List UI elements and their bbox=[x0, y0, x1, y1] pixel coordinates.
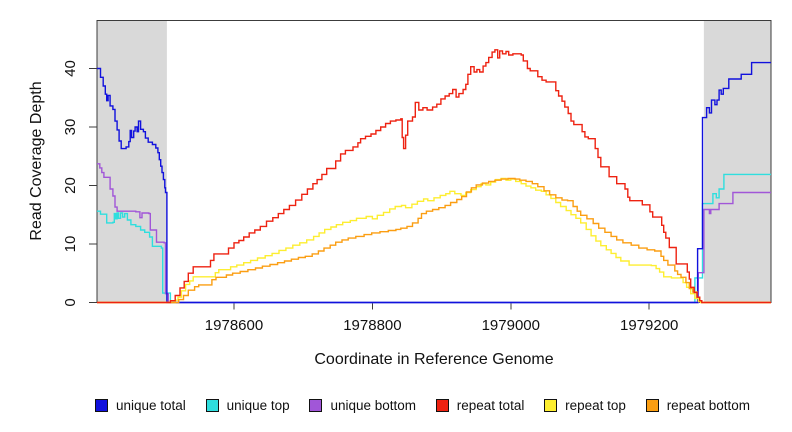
series-line-repeat-bottom bbox=[97, 177, 771, 304]
x-axis-title: Coordinate in Reference Genome bbox=[314, 351, 554, 368]
legend-label-unique-total: unique total bbox=[116, 397, 186, 413]
y-tick-label: 40 bbox=[62, 60, 79, 77]
legend-item-unique-bottom: unique bottom bbox=[309, 398, 416, 413]
y-tick-label: 0 bbox=[62, 298, 79, 306]
legend-label-repeat-top: repeat top bbox=[565, 397, 626, 413]
legend-item-repeat-total: repeat total bbox=[435, 397, 525, 413]
y-axis-title: Read Coverage Depth bbox=[28, 81, 45, 241]
shaded-region bbox=[703, 20, 771, 303]
series-line-unique-total bbox=[97, 61, 771, 304]
legend-swatch-unique-bottom bbox=[309, 398, 323, 412]
shaded-region bbox=[97, 20, 167, 303]
legend-label-repeat-total: repeat total bbox=[456, 397, 525, 413]
legend-swatch-repeat-top bbox=[544, 398, 558, 412]
x-tick-label: 1979000 bbox=[482, 317, 540, 334]
legend-swatch-unique-top bbox=[205, 398, 219, 412]
x-tick-label: 1978600 bbox=[205, 317, 263, 334]
legend: unique total unique top unique bottom repea… bbox=[95, 393, 750, 417]
legend-swatch-unique-total bbox=[95, 398, 108, 412]
legend-swatch-repeat-total bbox=[435, 398, 449, 412]
legend-swatch-repeat-bottom bbox=[645, 398, 659, 412]
series-line-unique-top bbox=[97, 173, 771, 304]
legend-label-unique-top: unique top bbox=[226, 397, 290, 413]
legend-item-repeat-bottom: repeat bottom bbox=[645, 397, 750, 413]
series-line-unique-bottom bbox=[97, 163, 771, 304]
y-tick-label: 30 bbox=[62, 119, 79, 136]
series-line-repeat-total bbox=[97, 49, 771, 304]
legend-item-repeat-top: repeat top bbox=[544, 398, 626, 413]
legend-item-unique-total: unique total bbox=[95, 398, 186, 413]
x-tick-label: 1978800 bbox=[343, 317, 401, 334]
legend-label-unique-bottom: unique bottom bbox=[330, 397, 416, 413]
x-tick-label: 1979200 bbox=[620, 317, 678, 334]
legend-label-repeat-bottom: repeat bottom bbox=[666, 397, 750, 413]
plot-area-frame bbox=[96, 20, 772, 303]
y-tick-label: 20 bbox=[62, 177, 79, 194]
y-tick-label: 10 bbox=[62, 236, 79, 253]
series-line-repeat-top bbox=[97, 177, 771, 304]
legend-item-unique-top: unique top bbox=[205, 397, 290, 413]
